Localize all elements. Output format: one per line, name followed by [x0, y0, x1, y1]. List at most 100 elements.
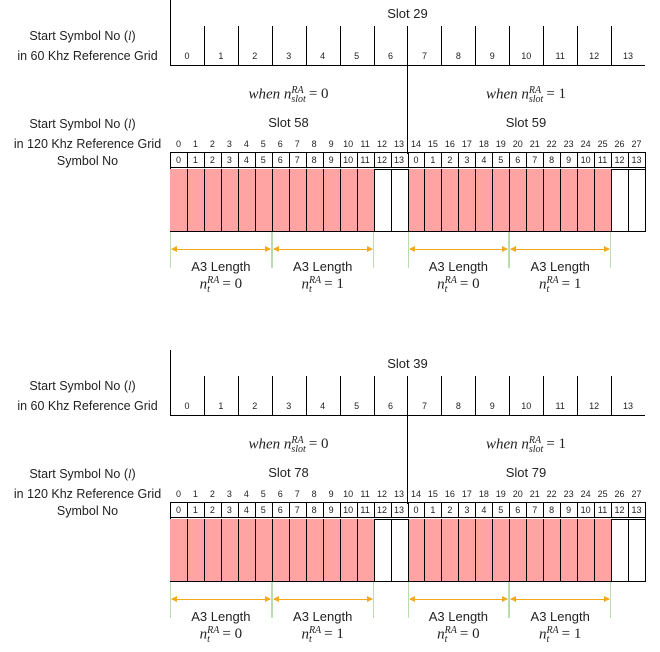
symbol-number: 1 [430, 155, 436, 165]
nt-script: RA t [546, 275, 559, 295]
label-paren: ) [131, 29, 136, 43]
row-120-mid [170, 167, 645, 168]
symbol-divider [475, 26, 476, 66]
symbol-120-number: 21 [529, 489, 540, 499]
symbol-number: 10 [343, 155, 354, 165]
symbol-120-divider [458, 152, 459, 168]
nt-sub: t [546, 284, 550, 295]
symbol-block-divider [340, 519, 341, 582]
symbol-120-divider [424, 502, 425, 518]
symbol-120-divider [391, 152, 392, 168]
nt-sup: RA [444, 275, 457, 286]
extent-tick [270, 582, 272, 618]
slot-60-title: Slot 29 [387, 6, 428, 21]
symbol-divider [543, 376, 544, 416]
l-variable: l [127, 117, 132, 131]
symbol-block-divider [594, 519, 595, 582]
symbol-block-divider [221, 169, 222, 232]
symbol-120-number: 9 [328, 139, 334, 149]
nt-symbol: n [199, 276, 208, 293]
symbol-block-divider [424, 519, 425, 582]
symbol-120-number: 5 [260, 139, 266, 149]
grid-right [645, 152, 646, 232]
symbol-number: 8 [549, 505, 555, 515]
symbol-block-divider [391, 519, 392, 582]
symbol-120-number: 0 [175, 139, 181, 149]
symbol-120-divider [475, 502, 476, 518]
symbol-120-number: 23 [563, 489, 574, 499]
symbol-block-divider [238, 169, 239, 232]
label-text: Start Symbol No ( [29, 29, 128, 43]
symbol-number: 10 [580, 505, 591, 515]
symbol-120-number: 15 [427, 489, 438, 499]
symbol-120-number: 16 [444, 489, 455, 499]
symbol-120-number: 26 [614, 489, 625, 499]
nt-script: RA t [207, 626, 219, 645]
when-nslot-condition: when nRA slot = 0 [170, 436, 407, 455]
symbol-number: 12 [614, 505, 625, 515]
nt-sub: t [546, 634, 550, 645]
symbol-60-number: 5 [354, 401, 360, 411]
symbol-120-number: 21 [529, 139, 540, 149]
symbol-divider [475, 376, 476, 416]
symbol-120-divider [594, 152, 595, 168]
symbol-block-divider [408, 519, 409, 582]
slot-120-title: Slot 78 [268, 465, 309, 480]
symbol-60-number: 9 [489, 401, 495, 411]
symbol-divider [577, 26, 578, 66]
symbol-120-divider [289, 152, 290, 168]
symbol-number: 1 [430, 505, 436, 515]
grid-right [645, 502, 646, 582]
nt-sub: t [308, 284, 312, 295]
symbol-120-divider [458, 502, 459, 518]
nt-sup: RA [308, 625, 322, 636]
symbol-number: 6 [277, 155, 283, 165]
symbol-120-number: 2 [209, 489, 215, 499]
symbol-divider [272, 376, 273, 416]
symbol-number: 4 [481, 505, 487, 515]
symbol-number: 0 [175, 505, 181, 515]
symbol-60-number: 13 [623, 401, 634, 411]
symbol-120-divider [289, 502, 290, 518]
half-slot-divider [407, 376, 408, 504]
nt-symbol: n [538, 626, 547, 643]
symbol-120-divider [594, 502, 595, 518]
extent-tick [509, 232, 511, 268]
symbol-120-number: 18 [478, 489, 489, 499]
l-variable: l [127, 379, 132, 393]
symbol-number: 6 [515, 155, 521, 165]
extent-tick [372, 232, 374, 268]
nt-sup: RA [444, 625, 457, 636]
row-120-top [170, 152, 645, 153]
symbol-120-number: 25 [597, 139, 608, 149]
slot-60-title: Slot 39 [387, 356, 428, 371]
symbol-120-divider [357, 502, 358, 518]
symbol-120-number: 22 [546, 139, 557, 149]
nt-sub: t [308, 634, 312, 645]
symbol-block-divider [255, 519, 256, 582]
extent-tick [407, 232, 409, 268]
symbol-120-number: 27 [631, 489, 642, 499]
symbol-number: 9 [566, 505, 572, 515]
nslot-script: RA slot [529, 86, 543, 105]
nslot-sub: slot [291, 444, 306, 455]
extent-tick [508, 232, 510, 268]
nt-index-label: nRA t = 1 [499, 275, 621, 295]
nt-index-label: nRA t = 0 [398, 275, 520, 295]
symbol-120-divider [221, 502, 222, 518]
nslot-sub: slot [291, 94, 306, 105]
nt-value: = 0 [459, 626, 480, 643]
symbol-divider [611, 26, 612, 66]
symbol-120-number: 20 [512, 139, 523, 149]
symbol-block-divider [306, 519, 307, 582]
symbol-block-divider [323, 519, 324, 582]
nt-symbol: n [301, 626, 309, 643]
nt-sup: RA [546, 275, 559, 286]
symbol-120-number: 5 [260, 489, 266, 499]
symbol-block-divider [221, 519, 222, 582]
symbol-120-number: 16 [444, 139, 455, 149]
symbol-120-divider [391, 502, 392, 518]
symbol-number: 3 [226, 505, 232, 515]
symbol-divider [204, 26, 205, 66]
nt-sup: RA [308, 275, 322, 286]
